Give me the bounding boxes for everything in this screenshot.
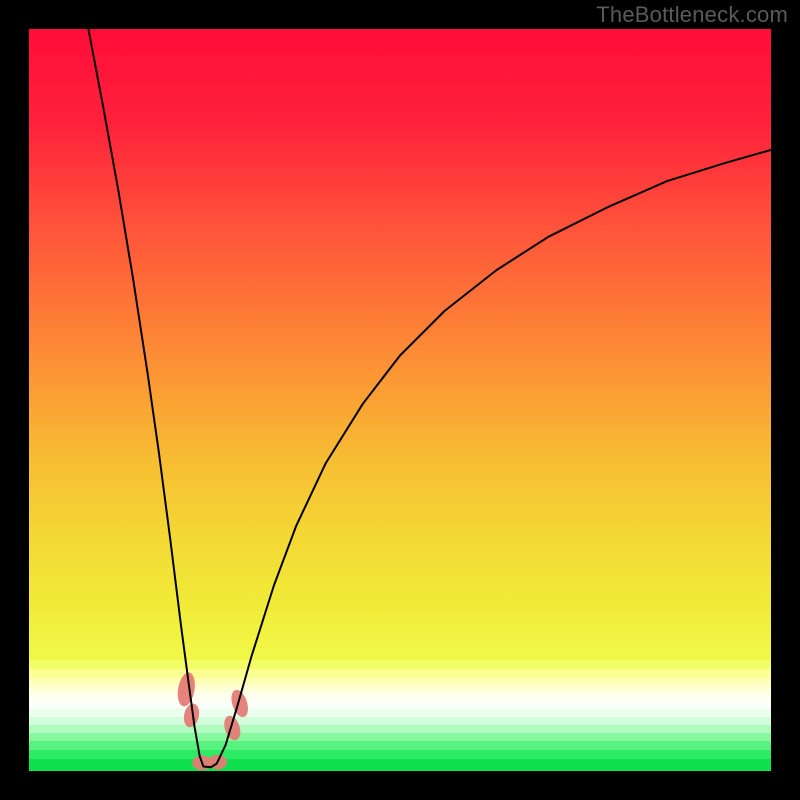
- frame-border: [771, 0, 800, 800]
- plot-svg: [29, 29, 771, 771]
- marker-blob: [228, 688, 251, 719]
- frame-border: [0, 771, 800, 800]
- watermark-text: TheBottleneck.com: [596, 2, 788, 28]
- marker-blob: [221, 714, 243, 743]
- frame-border: [0, 0, 29, 800]
- marker-blob: [175, 671, 197, 708]
- bottleneck-curve: [88, 29, 771, 767]
- plot-area: [29, 29, 771, 771]
